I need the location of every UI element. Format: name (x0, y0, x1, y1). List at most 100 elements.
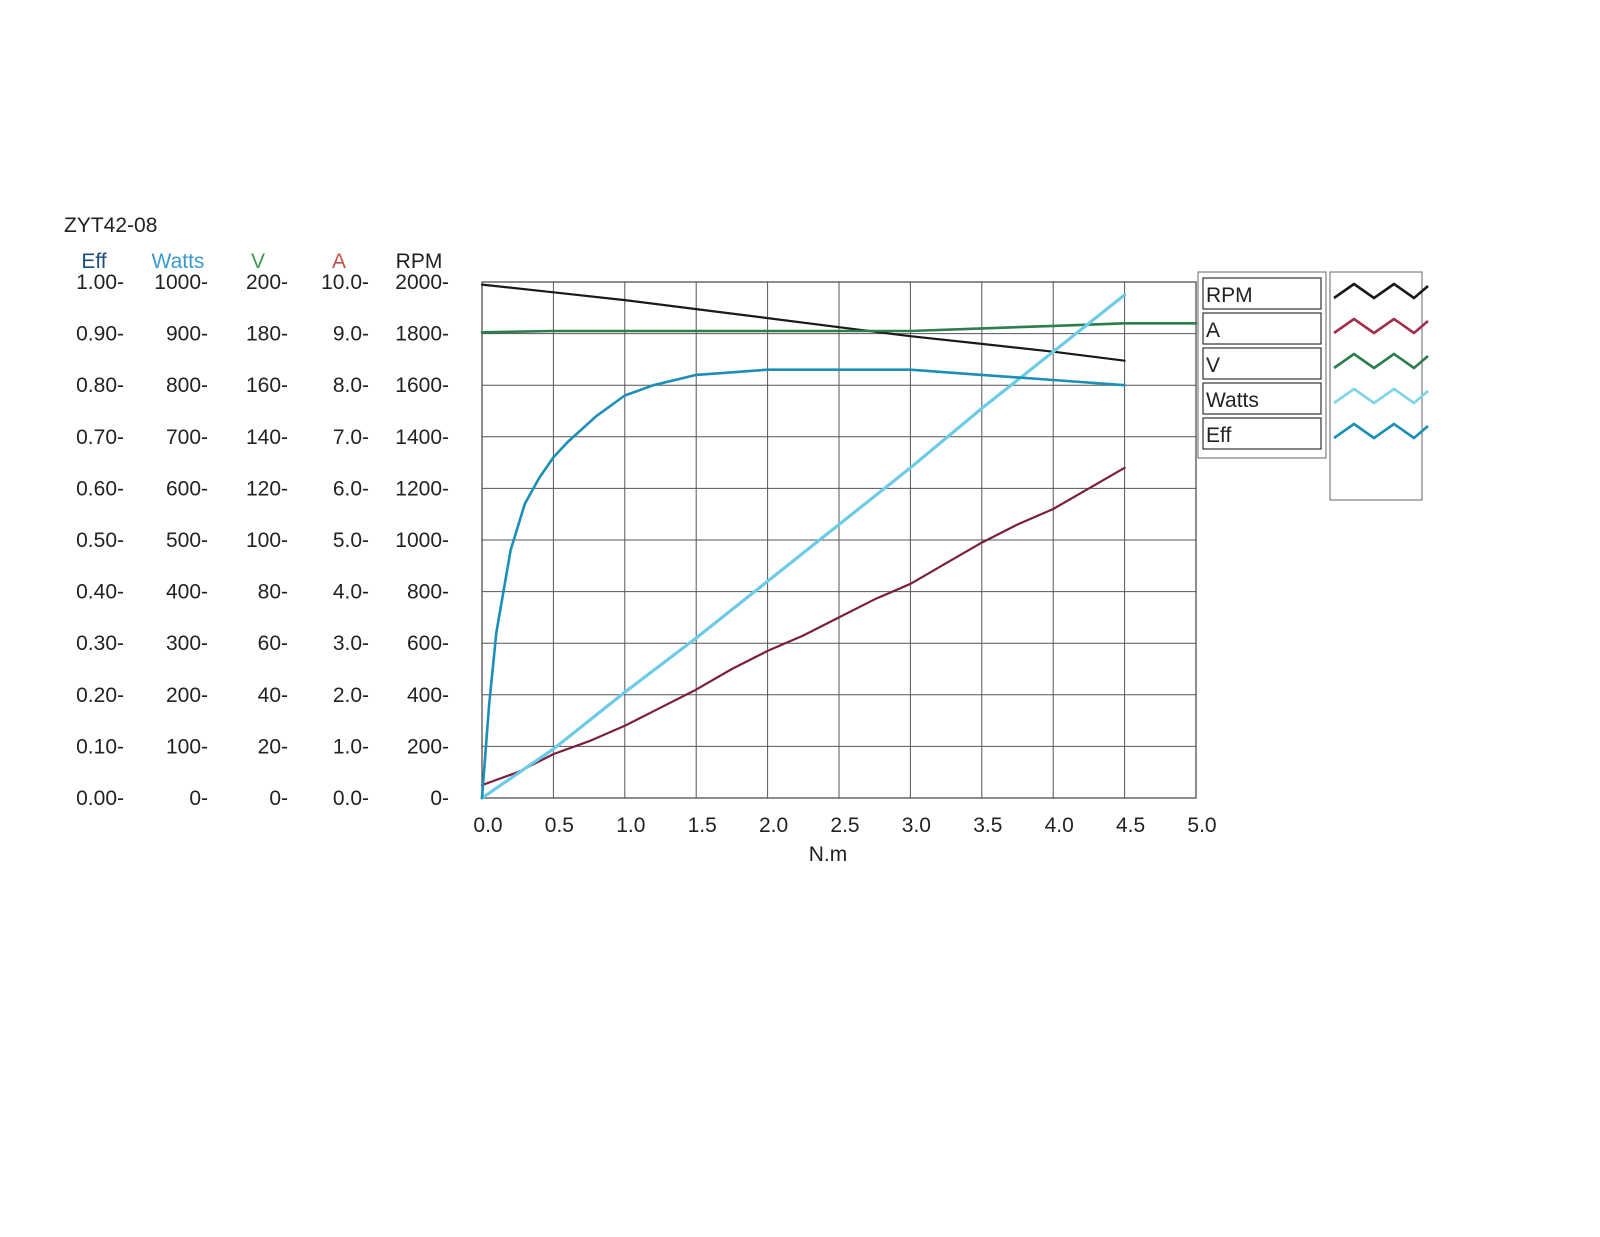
y-tick-label-rpm: 0- (430, 787, 449, 810)
y-tick-label-eff: 0.00- (76, 787, 124, 810)
y-tick-label-eff: 0.60- (76, 477, 124, 500)
y-tick-label-v: 120- (246, 477, 288, 500)
y-tick-label-a: 6.0- (333, 477, 369, 500)
series-line-a (480, 466, 1126, 787)
series-line-v (480, 321, 1198, 334)
y-tick-label-rpm: 800- (407, 581, 449, 604)
y-tick-label-watts: 100- (166, 735, 208, 758)
legend-swatch (1333, 422, 1429, 440)
y-tick-label-v: 180- (246, 323, 288, 346)
legend-swatch (1333, 352, 1429, 370)
y-tick-label-rpm: 200- (407, 735, 449, 758)
y-tick-label-a: 0.0- (333, 787, 369, 810)
y-tick-label-eff: 0.90- (76, 323, 124, 346)
y-axis-title-watts: Watts (152, 250, 205, 273)
y-tick-label-rpm: 600- (407, 632, 449, 655)
series-line-rpm (480, 283, 1126, 362)
y-tick-label-v: 200- (246, 271, 288, 294)
grid (481, 281, 1197, 799)
x-tick-label: 2.0 (759, 814, 788, 837)
y-tick-label-eff: 1.00- (76, 271, 124, 294)
legend-item-box (1202, 417, 1322, 450)
y-tick-label-v: 20- (258, 735, 288, 758)
y-tick-label-watts: 700- (166, 426, 208, 449)
y-tick-label-v: 40- (258, 684, 288, 707)
legend-label-a: A (1206, 319, 1220, 342)
x-tick-label: 1.0 (616, 814, 645, 837)
legend-swatch-box (1329, 271, 1423, 501)
y-tick-label-eff: 0.50- (76, 529, 124, 552)
x-tick-label: 1.5 (688, 814, 717, 837)
x-tick-label: 4.0 (1045, 814, 1074, 837)
y-tick-label-watts: 1000- (154, 271, 208, 294)
legend-swatch (1333, 387, 1429, 405)
y-tick-label-v: 100- (246, 529, 288, 552)
y-tick-label-watts: 600- (166, 477, 208, 500)
x-tick-label: 5.0 (1187, 814, 1216, 837)
y-tick-label-watts: 900- (166, 323, 208, 346)
y-tick-label-rpm: 1400- (395, 426, 449, 449)
y-tick-label-a: 10.0- (321, 271, 369, 294)
y-tick-label-a: 7.0- (333, 426, 369, 449)
y-axis-watts: Watts 0- 100- 200- 300- 400- 500- 600- 700- 800- 9… (152, 250, 208, 810)
plot-frame (481, 281, 1197, 799)
y-axis-a: A 0.0- 1.0- 2.0- 3.0- 4.0- 5.0- 6.0- 7.0- 8.0- 9.0… (321, 250, 369, 810)
y-axis-title-eff: Eff (81, 250, 106, 273)
y-tick-label-rpm: 1600- (395, 374, 449, 397)
legend-box (1197, 271, 1327, 459)
x-tick-label: 4.5 (1116, 814, 1145, 837)
y-tick-label-v: 80- (258, 581, 288, 604)
y-tick-label-a: 9.0- (333, 323, 369, 346)
series-line-watts (480, 293, 1127, 800)
legend-label-eff: Eff (1206, 424, 1231, 447)
legend-swatch (1333, 317, 1429, 335)
legend-label-v: V (1206, 354, 1220, 377)
y-tick-label-eff: 0.30- (76, 632, 124, 655)
y-tick-label-watts: 400- (166, 581, 208, 604)
x-tick-label: 3.0 (902, 814, 931, 837)
y-tick-label-watts: 0- (189, 787, 208, 810)
legend-item-box (1202, 312, 1322, 345)
legend-label-watts: Watts (1206, 389, 1259, 412)
y-tick-label-v: 160- (246, 374, 288, 397)
x-tick-label: 3.5 (973, 814, 1002, 837)
y-tick-label-watts: 500- (166, 529, 208, 552)
y-axis-rpm: RPM 0- 200- 400- 600- 800- 1000- 1200- 1400- 1600… (395, 250, 449, 810)
y-axis-title-rpm: RPM (396, 250, 443, 273)
y-axis-title-a: A (332, 250, 346, 273)
y-axis-eff: Eff 0.00- 0.10- 0.20- 0.30- 0.40- 0.50- 0.60- 0.… (76, 250, 124, 810)
series-line-eff (480, 368, 1126, 800)
legend-item-box (1202, 382, 1322, 415)
y-tick-label-eff: 0.80- (76, 374, 124, 397)
y-axis-title-v: V (251, 250, 265, 273)
y-tick-label-eff: 0.40- (76, 581, 124, 604)
legend-swatch (1333, 282, 1429, 300)
y-tick-label-a: 1.0- (333, 735, 369, 758)
y-tick-label-watts: 800- (166, 374, 208, 397)
legend-item-box (1202, 347, 1322, 380)
y-tick-label-rpm: 1200- (395, 477, 449, 500)
y-tick-label-eff: 0.20- (76, 684, 124, 707)
y-tick-label-watts: 300- (166, 632, 208, 655)
y-tick-label-a: 5.0- (333, 529, 369, 552)
x-tick-label: 0.5 (545, 814, 574, 837)
y-tick-label-a: 4.0- (333, 581, 369, 604)
y-tick-label-a: 8.0- (333, 374, 369, 397)
x-tick-label: 2.5 (830, 814, 859, 837)
y-tick-label-rpm: 1000- (395, 529, 449, 552)
legend-label-rpm: RPM (1206, 284, 1253, 307)
y-tick-label-eff: 0.10- (76, 735, 124, 758)
y-tick-label-v: 140- (246, 426, 288, 449)
y-tick-label-v: 0- (269, 787, 288, 810)
y-tick-label-a: 3.0- (333, 632, 369, 655)
y-tick-label-watts: 200- (166, 684, 208, 707)
y-tick-label-rpm: 400- (407, 684, 449, 707)
y-axis-v: V 0- 20- 40- 60- 80- 100- 120- 140- 160- 180- 200- (246, 250, 288, 810)
y-tick-label-a: 2.0- (333, 684, 369, 707)
plot-series (480, 283, 1198, 800)
x-tick-label: 0.0 (473, 814, 502, 837)
y-tick-label-v: 60- (258, 632, 288, 655)
y-tick-label-rpm: 2000- (395, 271, 449, 294)
legend-item-box (1202, 277, 1322, 310)
